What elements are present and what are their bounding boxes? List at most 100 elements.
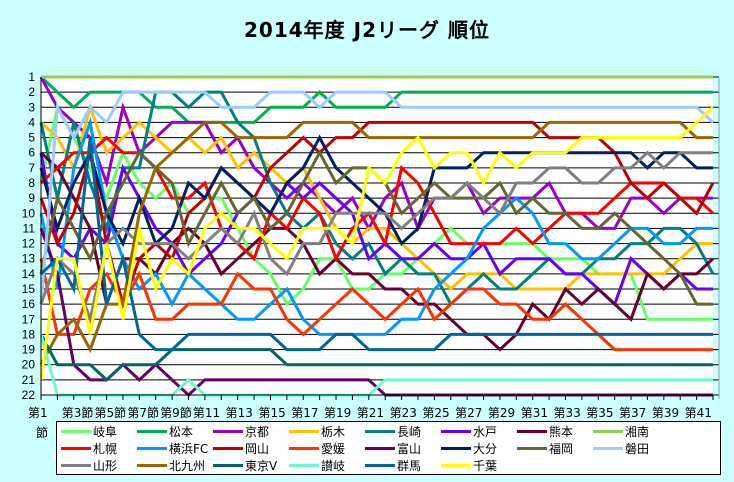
x-tick-label: 第17 xyxy=(291,406,318,420)
y-tick-label: 11 xyxy=(23,221,36,235)
y-tick-label: 21 xyxy=(22,373,36,387)
legend-swatch xyxy=(213,429,243,433)
x-tick-label: 第21 xyxy=(357,406,384,420)
legend-swatch xyxy=(517,446,547,450)
x-tick-label: 第27 xyxy=(455,406,482,420)
series-line-磐田 xyxy=(39,90,715,305)
legend-swatch xyxy=(441,463,471,467)
legend-label: 富山 xyxy=(397,441,422,456)
x-tick-label: 第1 xyxy=(28,406,48,420)
legend-item: 岡山 xyxy=(213,440,269,456)
x-tick-label: 第15 xyxy=(258,406,285,420)
legend-label: 湘南 xyxy=(625,424,650,439)
legend-item: 栃木 xyxy=(289,423,345,439)
y-tick-label: 17 xyxy=(22,312,36,326)
legend-swatch xyxy=(137,429,167,433)
x-tick-label: 第19 xyxy=(324,406,351,420)
y-tick-label: 6 xyxy=(28,146,35,160)
legend-item: 横浜FC xyxy=(137,440,208,456)
legend-swatch xyxy=(137,463,167,467)
legend-swatch xyxy=(289,446,319,450)
legend-label: 水戸 xyxy=(473,424,498,439)
legend-swatch xyxy=(61,463,91,467)
y-tick-label: 4 xyxy=(28,115,35,129)
x-tick-label-wrap: 節 xyxy=(36,425,48,440)
y-tick-label: 9 xyxy=(28,191,35,205)
series-line-熊本 xyxy=(39,151,715,352)
legend-item: 湘南 xyxy=(593,423,649,439)
series-line-群馬 xyxy=(39,137,713,352)
legend-item: 北九州 xyxy=(137,457,205,473)
y-tick-label: 20 xyxy=(22,358,36,372)
x-tick-label: 第25 xyxy=(422,406,449,420)
legend-swatch xyxy=(441,429,471,433)
x-tick-label: 第9節 xyxy=(160,405,192,420)
chart-title: 2014年度 J2リーグ 順位 xyxy=(244,18,490,42)
legend-label: 山形 xyxy=(93,458,118,473)
legend-item: 千葉 xyxy=(441,457,497,473)
y-tick-label: 14 xyxy=(22,267,36,281)
legend-item: 熊本 xyxy=(517,423,573,439)
x-tick-label: 第41 xyxy=(685,406,712,420)
x-tick-label: 第39 xyxy=(652,406,679,420)
legend-swatch xyxy=(365,446,395,450)
y-tick-label: 13 xyxy=(22,252,36,266)
legend-item: 松本 xyxy=(137,423,193,439)
series-line-長崎 xyxy=(39,90,715,307)
legend-item: 札幌 xyxy=(61,440,117,456)
legend-item: 山形 xyxy=(61,457,117,473)
y-tick-label: 5 xyxy=(28,131,35,145)
legend-swatch xyxy=(441,446,471,450)
y-tick-label: 22 xyxy=(22,388,36,402)
y-tick-label: 2 xyxy=(28,85,35,99)
legend-item: 長崎 xyxy=(365,423,421,439)
y-tick-label: 15 xyxy=(22,282,36,296)
series-line-愛媛 xyxy=(39,258,713,352)
y-tick-label: 1 xyxy=(28,70,35,84)
legend-item: 大分 xyxy=(441,440,497,456)
legend-label: 札幌 xyxy=(93,441,118,456)
y-tick-label: 19 xyxy=(22,343,36,357)
legend-item: 岐阜 xyxy=(61,423,117,439)
x-tick-label: 第29 xyxy=(488,406,515,420)
legend-label: 長崎 xyxy=(397,424,422,439)
legend-swatch xyxy=(213,446,243,450)
legend: 岐阜 松本 京都 栃木 長崎 水戸 熊本 湘南 札幌 横浜FC 岡山 愛媛 富山 大分 福岡 磐田 山形 北九州 東… xyxy=(56,421,721,475)
legend-swatch xyxy=(289,429,319,433)
y-tick-label: 8 xyxy=(28,176,35,190)
legend-label: 栃木 xyxy=(321,424,346,439)
legend-item: 愛媛 xyxy=(289,440,345,456)
x-tick-label: 第37 xyxy=(619,406,646,420)
legend-swatch xyxy=(61,446,91,450)
y-tick-label: 18 xyxy=(22,327,36,341)
legend-swatch xyxy=(365,429,395,433)
series-line-東京V xyxy=(39,333,713,382)
legend-item: 富山 xyxy=(365,440,421,456)
y-tick-label: 7 xyxy=(28,161,35,175)
legend-label: 京都 xyxy=(245,424,270,439)
x-tick-label: 第33 xyxy=(553,406,580,420)
legend-item: 福岡 xyxy=(517,440,573,456)
series-line-大分 xyxy=(39,134,713,248)
legend-swatch xyxy=(137,446,167,450)
legend-label: 岡山 xyxy=(245,441,270,456)
legend-swatch xyxy=(289,463,319,467)
legend-label: 北九州 xyxy=(169,458,206,473)
x-tick-label: 第3節 xyxy=(62,405,94,420)
legend-swatch xyxy=(593,429,623,433)
legend-item: 群馬 xyxy=(365,457,421,473)
y-tick-label: 16 xyxy=(22,297,36,311)
x-tick-label: 第35 xyxy=(586,406,613,420)
legend-label: 大分 xyxy=(473,441,498,456)
legend-label: 横浜FC xyxy=(169,441,209,456)
x-tick-label: 第23 xyxy=(390,406,417,420)
x-tick-label: 第7節 xyxy=(127,405,159,420)
x-tick-label: 第11 xyxy=(193,406,220,420)
legend-swatch xyxy=(593,446,623,450)
x-tick-label: 第5節 xyxy=(95,405,127,420)
legend-swatch xyxy=(213,463,243,467)
axes xyxy=(40,77,720,400)
legend-swatch xyxy=(61,429,91,433)
y-tick-label: 3 xyxy=(28,100,35,114)
